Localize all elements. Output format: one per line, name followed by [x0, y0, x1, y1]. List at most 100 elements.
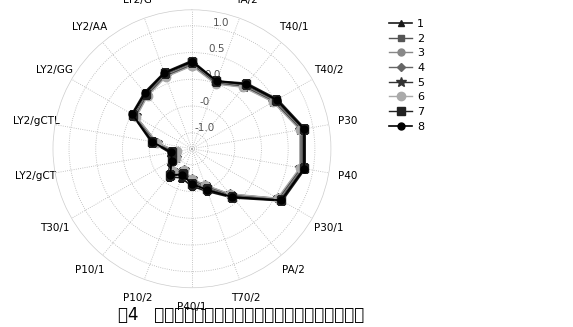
- Line: 8: 8: [129, 58, 308, 204]
- 5: [202, 183, 209, 187]
- 8: [189, 60, 195, 64]
- 2: [151, 140, 158, 144]
- 3: [298, 166, 305, 170]
- 8: [273, 98, 280, 102]
- 1: [189, 59, 195, 62]
- 7: [129, 112, 136, 116]
- 6: [226, 192, 233, 196]
- 7: [161, 72, 168, 76]
- 7: [142, 92, 149, 95]
- 3: [276, 197, 282, 201]
- 7: [189, 60, 195, 64]
- 6: [189, 64, 195, 68]
- 6: [144, 94, 151, 98]
- 3: [132, 114, 139, 118]
- 5: [144, 94, 151, 97]
- 7: [300, 127, 307, 131]
- Line: 1: 1: [128, 57, 309, 204]
- 7: [179, 172, 186, 176]
- 8: [168, 150, 175, 154]
- 2: [299, 166, 306, 170]
- 6: [240, 85, 247, 89]
- 1: [230, 196, 237, 200]
- 3: [171, 157, 178, 161]
- 8: [213, 79, 220, 83]
- 2: [162, 73, 168, 77]
- 4: [162, 74, 169, 78]
- 3: [202, 184, 209, 188]
- 4: [227, 193, 234, 197]
- 4: [180, 169, 187, 173]
- 6: [133, 115, 140, 119]
- 5: [189, 63, 195, 67]
- 3: [180, 169, 187, 173]
- 2: [276, 198, 283, 201]
- 6: [173, 149, 180, 153]
- 4: [189, 63, 195, 67]
- 7: [189, 181, 195, 185]
- 2: [189, 61, 195, 65]
- 6: [181, 168, 188, 172]
- 5: [212, 81, 219, 85]
- 4: [143, 93, 150, 97]
- 8: [301, 166, 308, 170]
- 5: [172, 156, 179, 160]
- 2: [242, 83, 249, 87]
- 5: [180, 168, 187, 172]
- 3: [189, 62, 195, 66]
- 4: [297, 166, 304, 170]
- Line: 5: 5: [131, 60, 305, 203]
- 2: [272, 99, 278, 103]
- Line: 7: 7: [128, 58, 308, 204]
- 2: [203, 186, 210, 190]
- 8: [243, 82, 250, 86]
- 4: [241, 85, 248, 89]
- 1: [213, 79, 220, 83]
- 1: [204, 190, 211, 194]
- 5: [189, 177, 195, 181]
- 1: [279, 199, 286, 203]
- 4: [169, 170, 176, 174]
- 1: [141, 90, 148, 94]
- 6: [296, 166, 303, 170]
- 5: [227, 192, 234, 196]
- 5: [297, 128, 304, 132]
- 5: [170, 169, 176, 173]
- 1: [302, 167, 309, 171]
- 8: [278, 198, 285, 202]
- 3: [213, 80, 219, 84]
- 6: [274, 196, 281, 200]
- 7: [168, 150, 175, 154]
- 4: [189, 178, 195, 182]
- 2: [170, 150, 177, 154]
- 1: [189, 59, 195, 62]
- 2: [180, 171, 187, 175]
- 2: [170, 158, 177, 162]
- 1: [128, 112, 135, 116]
- 8: [301, 127, 308, 131]
- 5: [241, 85, 248, 89]
- 3: [162, 74, 168, 77]
- 3: [298, 128, 305, 131]
- 4: [297, 128, 304, 131]
- 1: [147, 140, 154, 144]
- 8: [148, 140, 155, 144]
- 3: [152, 140, 159, 144]
- 1: [302, 127, 309, 131]
- 6: [162, 75, 169, 79]
- 8: [203, 188, 210, 192]
- 4: [202, 184, 209, 188]
- 2: [189, 61, 195, 65]
- 6: [189, 64, 195, 68]
- 6: [170, 169, 177, 173]
- 6: [154, 141, 160, 145]
- Line: 2: 2: [131, 60, 306, 203]
- 5: [297, 166, 304, 170]
- 5: [270, 100, 277, 104]
- 7: [213, 79, 220, 83]
- 2: [228, 194, 235, 198]
- 4: [153, 141, 160, 145]
- 5: [132, 114, 139, 118]
- 1: [166, 160, 173, 164]
- 7: [149, 140, 156, 144]
